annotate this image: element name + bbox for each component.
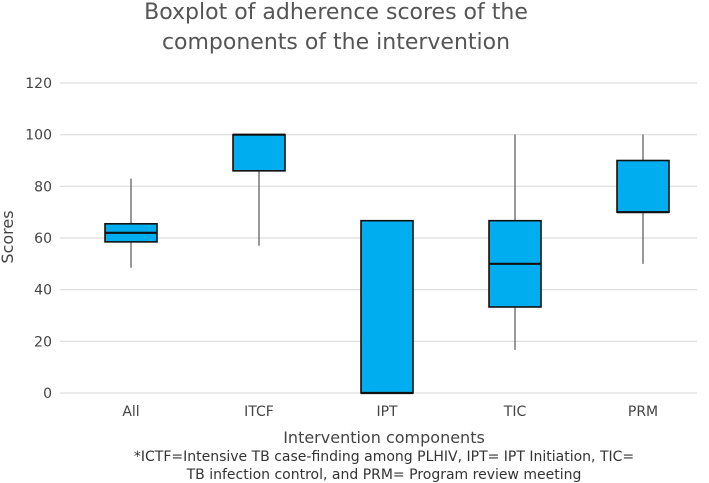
chart-title-line-1: Boxplot of adherence scores of the bbox=[144, 0, 528, 25]
chart-title-line-2: components of the intervention bbox=[162, 30, 510, 55]
y-axis-ticks: 0 20 40 60 80 100 120 bbox=[25, 76, 52, 402]
x-tick-label-prm: PRM bbox=[628, 404, 658, 420]
y-tick-label-120: 120 bbox=[25, 76, 52, 92]
box-itcf bbox=[232, 133, 286, 246]
y-tick-label-100: 100 bbox=[25, 128, 52, 144]
caption-line-2: TB infection control, and PRM= Program r… bbox=[186, 467, 582, 483]
box-series bbox=[104, 133, 670, 395]
y-tick-label-20: 20 bbox=[34, 334, 52, 350]
iqr-box-prm bbox=[616, 159, 670, 213]
x-axis-ticks: All ITCF IPT TIC PRM bbox=[122, 404, 658, 420]
x-tick-label-all: All bbox=[122, 404, 139, 420]
y-tick-label-60: 60 bbox=[34, 231, 52, 247]
box-ipt bbox=[360, 219, 414, 395]
y-tick-label-0: 0 bbox=[43, 386, 52, 402]
x-tick-label-itcf: ITCF bbox=[244, 404, 274, 420]
iqr-box-itcf bbox=[232, 133, 286, 172]
y-tick-label-40: 40 bbox=[34, 283, 52, 299]
x-tick-label-ipt: IPT bbox=[376, 404, 398, 420]
y-axis-title: Scores bbox=[0, 210, 17, 263]
box-prm bbox=[616, 134, 670, 264]
box-all bbox=[104, 178, 158, 268]
caption-line-1: *ICTF=Intensive TB case-finding among PL… bbox=[134, 449, 634, 465]
y-tick-label-80: 80 bbox=[34, 179, 52, 195]
x-tick-label-tic: TIC bbox=[503, 404, 527, 420]
iqr-box-ipt bbox=[360, 219, 414, 394]
x-axis-title: Intervention components bbox=[283, 428, 485, 447]
box-tic bbox=[488, 134, 542, 350]
